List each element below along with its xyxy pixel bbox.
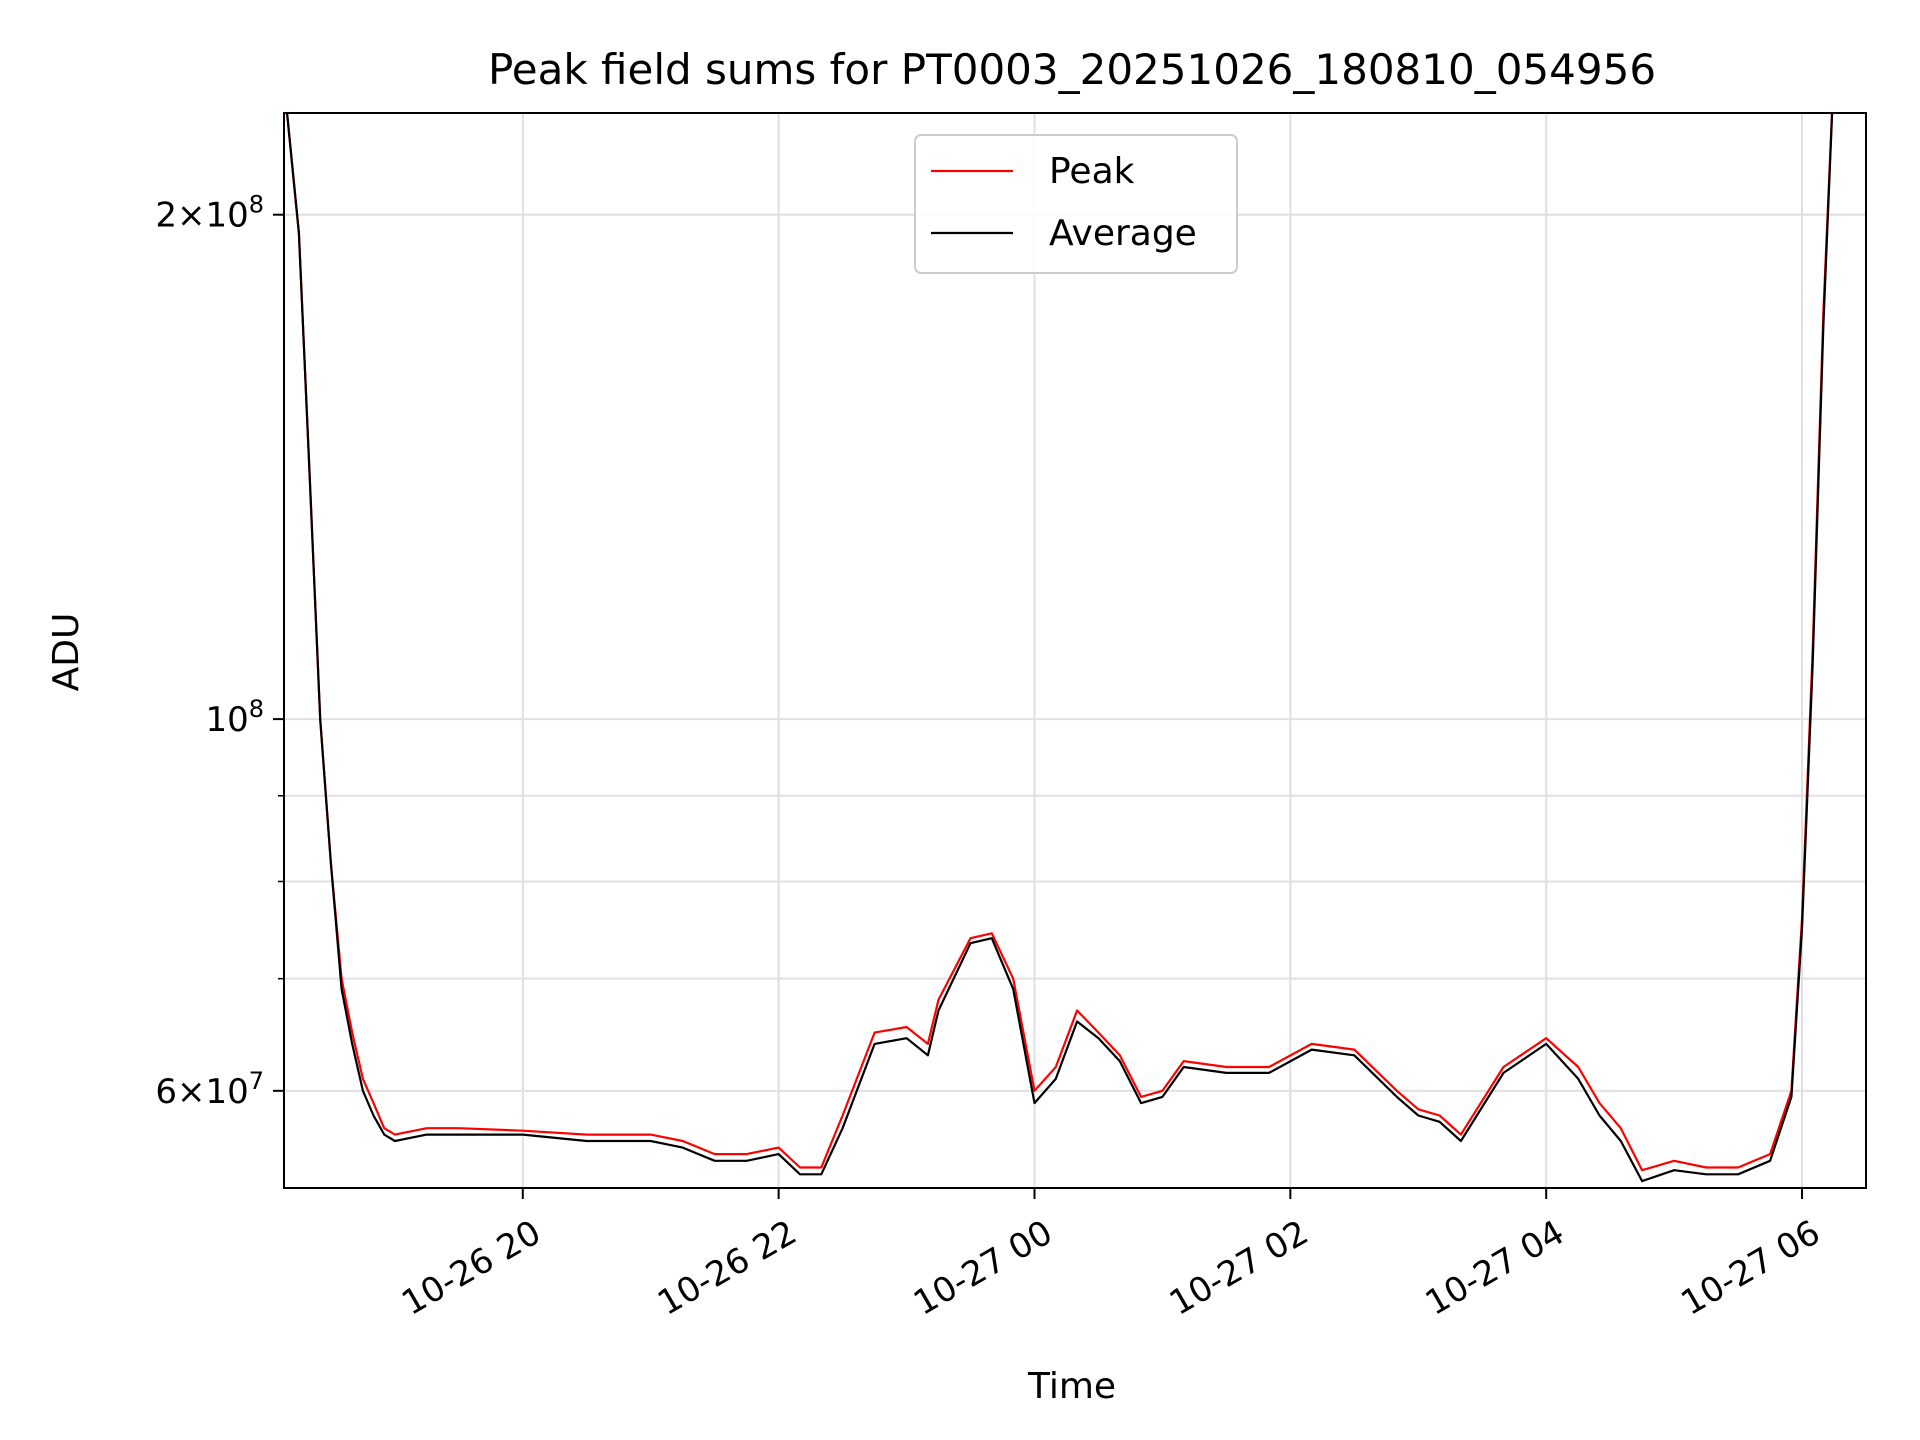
y-tick-exponent: 8: [249, 191, 264, 219]
x-axis-label: Time: [1027, 1366, 1116, 1407]
y-tick-exponent: 8: [249, 695, 264, 723]
y-tick-exponent: 7: [249, 1067, 264, 1095]
series-line-average: [285, 113, 1834, 1183]
legend-label: Peak: [1049, 151, 1135, 192]
chart-title: Peak field sums for PT0003_20251026_1808…: [488, 45, 1656, 94]
y-tick-label: 2×108: [155, 191, 264, 236]
y-tick-label: 6×107: [155, 1067, 264, 1112]
series-layer: [285, 113, 1834, 1183]
plot-frame: [283, 112, 1867, 1189]
gridlines: [284, 113, 1866, 1188]
y-tick-base: 10: [205, 700, 248, 740]
y-tick-mantissa: 2×10: [155, 196, 248, 236]
legend: Peak Average: [914, 134, 1238, 274]
legend-box: [914, 134, 1238, 274]
y-axis-label: ADU: [46, 613, 87, 692]
series-line-peak: [285, 113, 1834, 1172]
legend-label: Average: [1049, 213, 1197, 254]
y-tick-label: 108: [205, 695, 264, 740]
y-tick-mantissa: 6×10: [155, 1072, 248, 1112]
